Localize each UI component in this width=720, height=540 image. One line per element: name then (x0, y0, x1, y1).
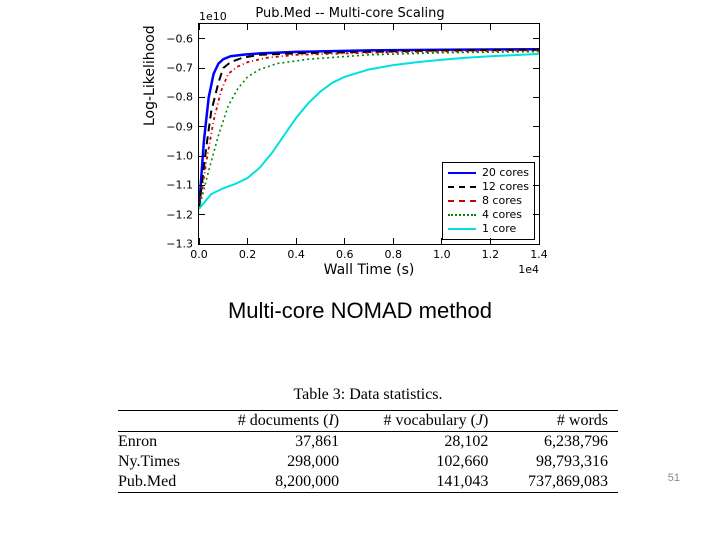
y-exponent: 1e10 (199, 10, 227, 23)
xtick-label: 1.2 (482, 244, 500, 261)
y-axis-label: Log-Likelihood (142, 25, 158, 126)
table-cell: 37,861 (204, 432, 349, 453)
xtick-label: 0.6 (336, 244, 354, 261)
ytick-label: −0.7 (166, 62, 199, 75)
stats-table: # documents (I)# vocabulary (J)# words En… (118, 410, 618, 493)
legend-label: 12 cores (482, 180, 529, 194)
ytick-label: −0.6 (166, 32, 199, 45)
legend-swatch (448, 200, 476, 202)
plot-area: 1e10 1e4 20 cores12 cores8 cores4 cores1… (198, 23, 540, 245)
legend-row: 8 cores (448, 194, 529, 208)
row-label: Ny.Times (118, 452, 204, 472)
ytick-label: −0.9 (166, 120, 199, 133)
col-header: # documents (I) (204, 411, 349, 432)
table-cell: 98,793,316 (498, 452, 618, 472)
legend-row: 20 cores (448, 166, 529, 180)
xtick-label: 1.0 (433, 244, 451, 261)
table-cell: 141,043 (349, 472, 498, 493)
table-cell: 8,200,000 (204, 472, 349, 493)
ytick-label: −1.0 (166, 150, 199, 163)
table-cell: 6,238,796 (498, 432, 618, 453)
table-cell: 102,660 (349, 452, 498, 472)
table-cell: 737,869,083 (498, 472, 618, 493)
legend-swatch (448, 186, 476, 188)
row-label: Enron (118, 432, 204, 453)
legend-label: 4 cores (482, 208, 522, 222)
legend-row: 4 cores (448, 208, 529, 222)
col-header: # words (498, 411, 618, 432)
xtick-label: 0.4 (287, 244, 305, 261)
ytick-label: −1.1 (166, 179, 199, 192)
legend-row: 12 cores (448, 180, 529, 194)
scaling-chart: Pub.Med -- Multi-core Scaling Log-Likeli… (140, 6, 560, 276)
legend: 20 cores12 cores8 cores4 cores1 core (442, 162, 535, 240)
legend-swatch (448, 228, 476, 230)
xtick-label: 0.8 (385, 244, 403, 261)
legend-label: 1 core (482, 222, 516, 236)
legend-label: 20 cores (482, 166, 529, 180)
col-header (118, 411, 204, 432)
ytick-label: −0.8 (166, 91, 199, 104)
method-caption: Multi-core NOMAD method (0, 298, 720, 324)
xtick-label: 0.2 (239, 244, 257, 261)
ytick-label: −1.2 (166, 208, 199, 221)
table-cell: 28,102 (349, 432, 498, 453)
data-statistics-table: Table 3: Data statistics. # documents (I… (118, 386, 618, 493)
legend-row: 1 core (448, 222, 529, 236)
table-caption: Table 3: Data statistics. (118, 386, 618, 404)
slide: { "chart": { "type": "line", "title": "P… (0, 0, 720, 540)
legend-swatch (448, 214, 476, 216)
legend-swatch (448, 172, 476, 174)
row-label: Pub.Med (118, 472, 204, 493)
x-axis-label: Wall Time (s) (199, 262, 539, 278)
xtick-label: 1.4 (530, 244, 548, 261)
page-number: 51 (668, 472, 680, 484)
table-cell: 298,000 (204, 452, 349, 472)
legend-label: 8 cores (482, 194, 522, 208)
col-header: # vocabulary (J) (349, 411, 498, 432)
xtick-label: 0.0 (190, 244, 208, 261)
